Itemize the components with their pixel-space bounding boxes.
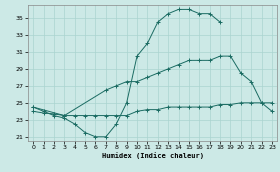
X-axis label: Humidex (Indice chaleur): Humidex (Indice chaleur) <box>102 152 204 159</box>
